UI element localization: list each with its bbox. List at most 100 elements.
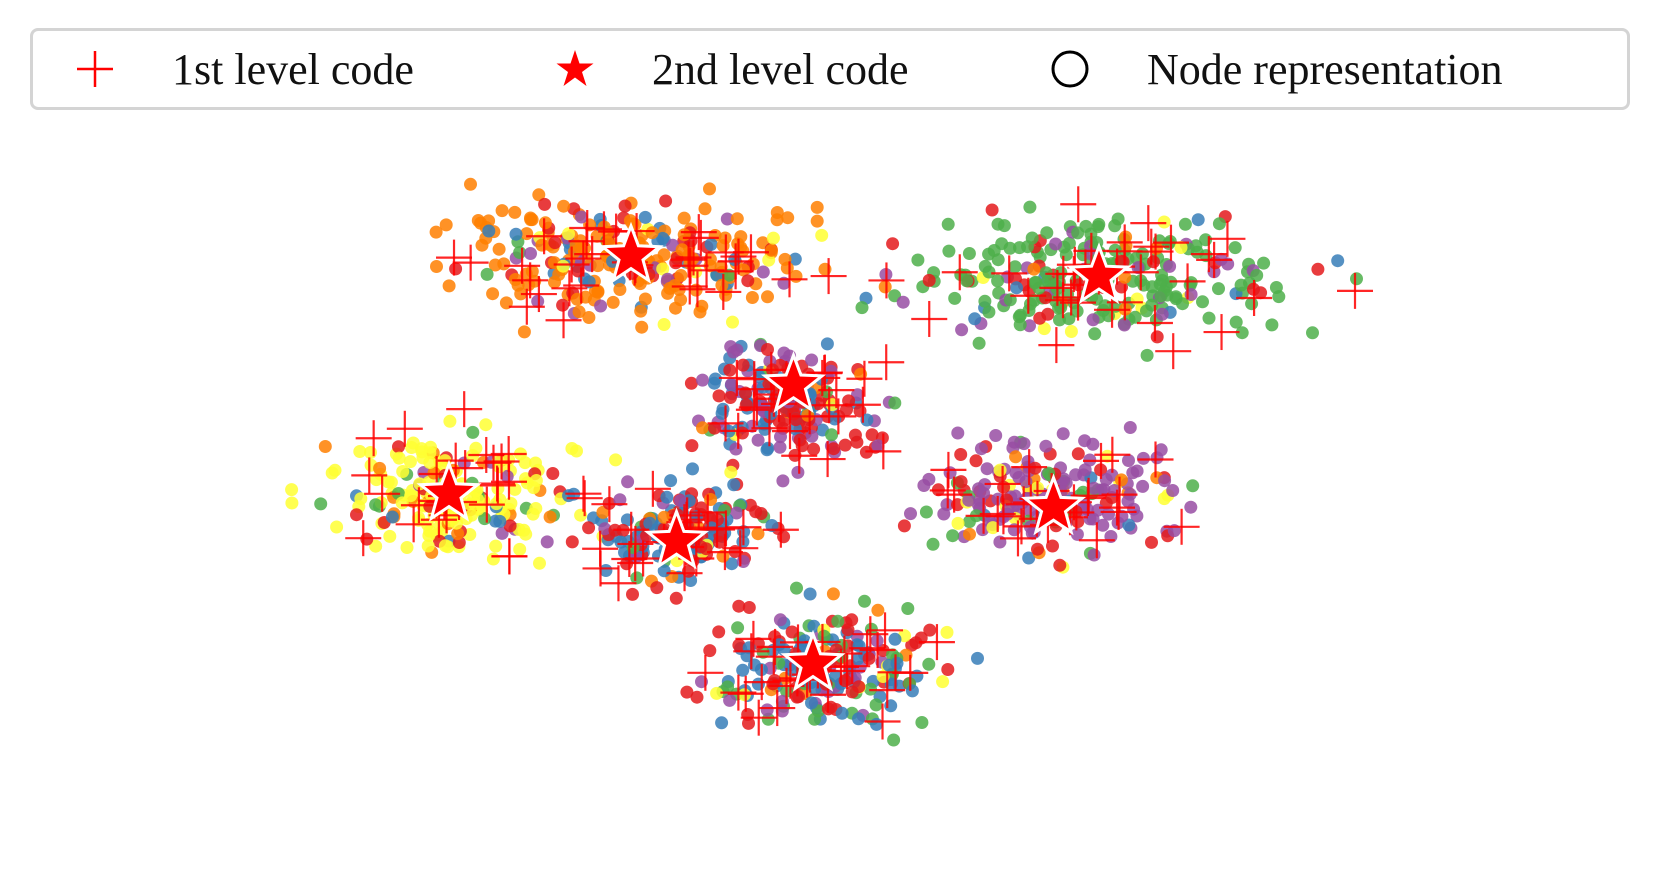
node-point (405, 441, 419, 454)
legend-plus-marker (77, 51, 113, 87)
node-point (314, 497, 328, 511)
first-level-code-marker (867, 612, 904, 649)
node-point (761, 290, 774, 304)
node-point (1086, 313, 1100, 327)
node-point (1331, 254, 1345, 268)
node-point (766, 231, 780, 245)
first-level-code-marker (868, 262, 905, 299)
node-point (941, 217, 955, 231)
node-point (723, 693, 737, 707)
node-point (855, 301, 869, 315)
node-point (1108, 243, 1122, 257)
node-point (403, 455, 417, 469)
node-point (807, 619, 821, 633)
node-point (1070, 527, 1084, 541)
node-point (660, 490, 674, 504)
node-point (680, 685, 694, 699)
first-level-code-marker (1045, 255, 1082, 292)
node-point (986, 521, 1000, 535)
node-point (526, 507, 540, 521)
node-point (742, 601, 756, 614)
node-point (989, 429, 1003, 442)
node-point (1234, 278, 1248, 292)
node-point (937, 507, 951, 521)
first-level-code-marker (400, 487, 437, 524)
first-level-code-marker (437, 442, 474, 479)
node-point (826, 587, 840, 601)
legend-star-marker (556, 50, 594, 86)
node-point (741, 274, 755, 288)
node-point (613, 283, 627, 296)
first-level-code-marker (984, 465, 1021, 502)
node-point (776, 474, 790, 488)
node-point (1083, 512, 1097, 526)
first-level-code-marker (395, 506, 432, 543)
first-level-code-marker (526, 218, 563, 255)
node-point (838, 438, 852, 452)
node-point (626, 587, 639, 601)
node-point (1196, 295, 1209, 309)
first-level-code-marker (634, 470, 671, 507)
node-point (438, 539, 452, 553)
node-point (643, 516, 657, 530)
node-point (669, 591, 683, 605)
node-point (982, 265, 996, 279)
node-point (330, 520, 344, 534)
node-point (354, 492, 368, 506)
node-point (1013, 241, 1026, 255)
node-point (1087, 481, 1101, 495)
node-point (486, 552, 500, 566)
first-level-code-marker (1106, 233, 1143, 270)
first-level-code-marker (720, 412, 757, 449)
node-point (1158, 474, 1172, 488)
node-point (761, 712, 775, 726)
node-point (715, 716, 729, 730)
first-level-code-marker (806, 355, 843, 392)
node-point (948, 291, 962, 305)
node-point (969, 454, 983, 468)
node-point (543, 510, 557, 524)
node-point (1071, 226, 1085, 240)
node-point (1122, 518, 1136, 532)
node-point (971, 651, 984, 665)
first-level-code-marker (591, 486, 628, 523)
node-point (471, 214, 485, 227)
node-point (540, 535, 554, 549)
node-point (548, 236, 562, 250)
node-point (1122, 454, 1135, 467)
node-point (726, 315, 739, 329)
node-point (480, 267, 494, 281)
node-point (850, 435, 864, 449)
first-level-code-marker (869, 672, 906, 709)
node-point (1039, 439, 1053, 453)
first-level-code-marker (1196, 241, 1233, 278)
node-point (385, 510, 399, 524)
node-point (1163, 259, 1177, 273)
node-point (1169, 292, 1183, 306)
node-point (712, 625, 726, 639)
node-point (524, 247, 537, 260)
node-point (1184, 500, 1198, 514)
first-level-code-marker (687, 654, 724, 691)
node-point (745, 419, 759, 433)
node-point (396, 465, 410, 478)
first-level-code-marker (613, 511, 650, 548)
node-point (635, 320, 649, 334)
node-point (987, 244, 1001, 257)
node-point (677, 228, 691, 242)
first-level-code-marker (1190, 236, 1227, 273)
node-point (1071, 447, 1085, 461)
node-point (703, 182, 716, 196)
node-point (736, 663, 750, 677)
first-level-code-marker (1137, 233, 1174, 270)
node-point (489, 539, 503, 553)
node-point (614, 535, 628, 549)
node-point (751, 433, 765, 447)
node-point (503, 519, 517, 533)
node-point (887, 733, 901, 747)
node-point (1096, 518, 1110, 532)
node-point (674, 293, 688, 307)
first-level-code-marker (490, 436, 527, 473)
node-point (1008, 260, 1022, 274)
node-point (820, 337, 834, 351)
